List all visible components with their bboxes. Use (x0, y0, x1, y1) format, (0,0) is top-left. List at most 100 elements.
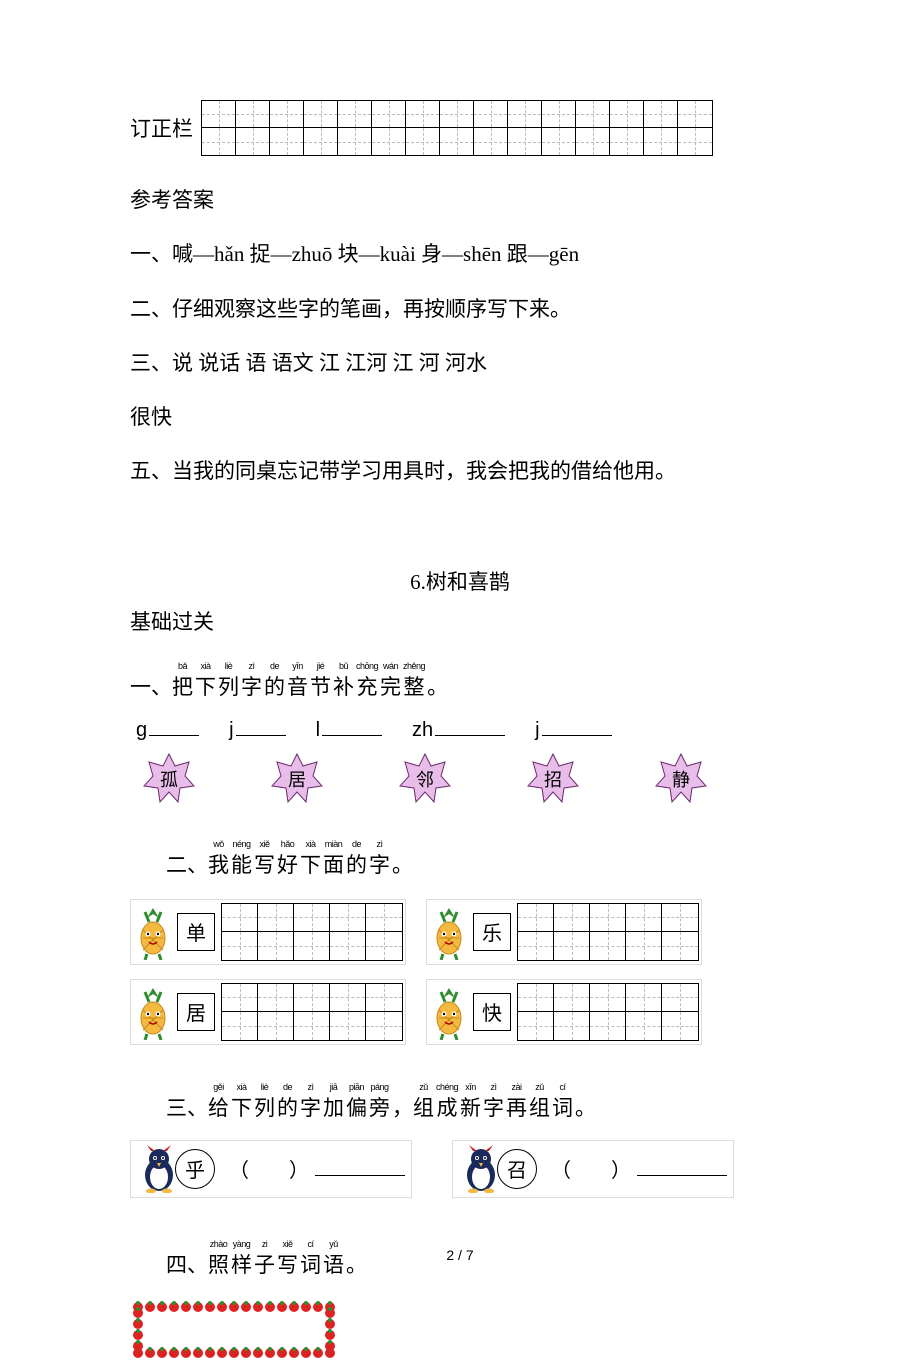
char-cell: 单 (177, 913, 215, 951)
ruby-char: zi子 (254, 1239, 275, 1279)
char-cell: 居 (177, 993, 215, 1031)
ruby-char: jiā加 (323, 1082, 344, 1122)
radical-item: 乎 （ ） (130, 1140, 412, 1198)
ruby-char: zǔ组 (529, 1082, 550, 1122)
ruby-char: zhěng整 (403, 661, 425, 701)
answers-line3: 三、说 说话 语 语文 江 江河 江 河 河水 (130, 339, 790, 387)
star-badge: 孤 (142, 752, 196, 806)
ruby-char: yǔ语 (323, 1239, 344, 1279)
practice-grid (221, 903, 403, 961)
write-item: 居 (130, 979, 406, 1045)
q1-line: 一、 bǎ把xià下liè列zì字de的yīn音jié节bǔ补chōng充wán… (130, 650, 790, 701)
q3-prefix: 三、 (166, 1092, 208, 1122)
ruby-char: jié节 (310, 661, 331, 701)
decor-frame (130, 1299, 338, 1361)
ruby-char: zǔ组 (413, 1082, 434, 1122)
q3-suffix: 。 (575, 1092, 596, 1122)
ruby-char: zhào照 (208, 1239, 229, 1279)
ruby-char: zì字 (483, 1082, 504, 1122)
char-cell: 乐 (473, 913, 511, 951)
page-number: 2 / 7 (446, 1247, 473, 1263)
pineapple-icon (133, 902, 173, 962)
ruby-char: zì字 (369, 839, 390, 879)
lesson-title: 6.树和喜鹊 (130, 566, 790, 596)
ruby-char: liè列 (218, 661, 239, 701)
answers-line1: 一、喊—hǎn 捉—zhuō 块—kuài 身—shēn 跟—gēn (130, 230, 790, 278)
answers-line4: 很快 (130, 393, 790, 441)
q2-line: 二、 wǒ我néng能xiě写hǎo好xià下miàn面de的zì字 。 (166, 828, 790, 879)
q2-prefix: 二、 (166, 849, 208, 879)
ruby-char: yàng样 (231, 1239, 252, 1279)
answers-line2: 二、仔细观察这些字的笔画，再按顺序写下来。 (130, 285, 790, 333)
write-item: 单 (130, 899, 406, 965)
ruby-char: chéng成 (436, 1082, 458, 1122)
ruby-char: miàn面 (323, 839, 344, 879)
pineapple-icon (133, 982, 173, 1042)
pinyin-blank: l (316, 719, 382, 742)
ruby-char: xià下 (195, 661, 216, 701)
q4-line: 四、 zhào照yàng样zi子xiě写cí词yǔ语 。 (166, 1228, 790, 1279)
ruby-char: liè列 (254, 1082, 275, 1122)
pineapple-icon (429, 982, 469, 1042)
ruby-char: cí词 (300, 1239, 321, 1279)
practice-grid (517, 903, 699, 961)
pinyin-blank: zh (412, 719, 505, 742)
ruby-char: gěi给 (208, 1082, 229, 1122)
stars-row: 孤居邻招静 (142, 752, 790, 806)
pineapple-icon (429, 902, 469, 962)
q4-suffix: 。 (346, 1249, 367, 1279)
radical-item: 召 （ ） (452, 1140, 734, 1198)
paren: （ ） (551, 1154, 631, 1183)
ruby-char: yīn音 (287, 661, 308, 701)
circle-char: 乎 (175, 1149, 215, 1189)
ruby-char: xiě写 (277, 1239, 298, 1279)
ruby-char: hǎo好 (277, 839, 298, 879)
correction-grid (201, 100, 713, 156)
star-badge: 静 (654, 752, 708, 806)
ruby-char: xià下 (231, 1082, 252, 1122)
ruby-char: piān偏 (346, 1082, 367, 1122)
char-cell: 快 (473, 993, 511, 1031)
ruby-char: xiě写 (254, 839, 275, 879)
practice-grid (221, 983, 403, 1041)
correction-label: 订正栏 (130, 113, 193, 143)
ruby-char: chōng充 (356, 661, 378, 701)
q2-suffix: 。 (392, 849, 413, 879)
ruby-char: wǒ我 (208, 839, 229, 879)
ruby-char: zì字 (241, 661, 262, 701)
radical-row: 乎 （ ） 召 （ ） (130, 1140, 790, 1198)
ruby-char: de的 (264, 661, 285, 701)
ruby-char: néng能 (231, 839, 252, 879)
pinyin-blanks-row: gjlzhj (136, 719, 790, 742)
ruby-char: wán完 (380, 661, 401, 701)
pinyin-blank: j (229, 719, 285, 742)
ruby-char: zài再 (506, 1082, 527, 1122)
ruby-char: xià下 (300, 839, 321, 879)
ruby-char: páng旁 (369, 1082, 390, 1122)
write-item: 乐 (426, 899, 702, 965)
ruby-char: zì字 (300, 1082, 321, 1122)
star-badge: 居 (270, 752, 324, 806)
blank-line (315, 1162, 405, 1176)
ruby-char: de的 (346, 839, 367, 879)
q1-suffix: 。 (427, 671, 448, 701)
blank-line (637, 1162, 727, 1176)
paren: （ ） (229, 1154, 309, 1183)
write-item: 快 (426, 979, 702, 1045)
ruby-char: de的 (277, 1082, 298, 1122)
ruby-char: bǎ把 (172, 661, 193, 701)
star-badge: 招 (526, 752, 580, 806)
pinyin-blank: g (136, 719, 199, 742)
q1-prefix: 一、 (130, 671, 172, 701)
circle-char: 召 (497, 1149, 537, 1189)
practice-grid (517, 983, 699, 1041)
lesson-sub: 基础过关 (130, 606, 790, 636)
ruby-char: cí词 (552, 1082, 573, 1122)
q3-mid: ， (392, 1092, 413, 1122)
ruby-char: xīn新 (460, 1082, 481, 1122)
star-badge: 邻 (398, 752, 452, 806)
answers-block: 参考答案 一、喊—hǎn 捉—zhuō 块—kuài 身—shēn 跟—gēn … (130, 176, 790, 496)
correction-row: 订正栏 (130, 100, 790, 156)
q3-line: 三、 gěi给xià下liè列de的zì字jiā加piān偏páng旁 ， zǔ… (166, 1071, 790, 1122)
q4-prefix: 四、 (166, 1249, 208, 1279)
